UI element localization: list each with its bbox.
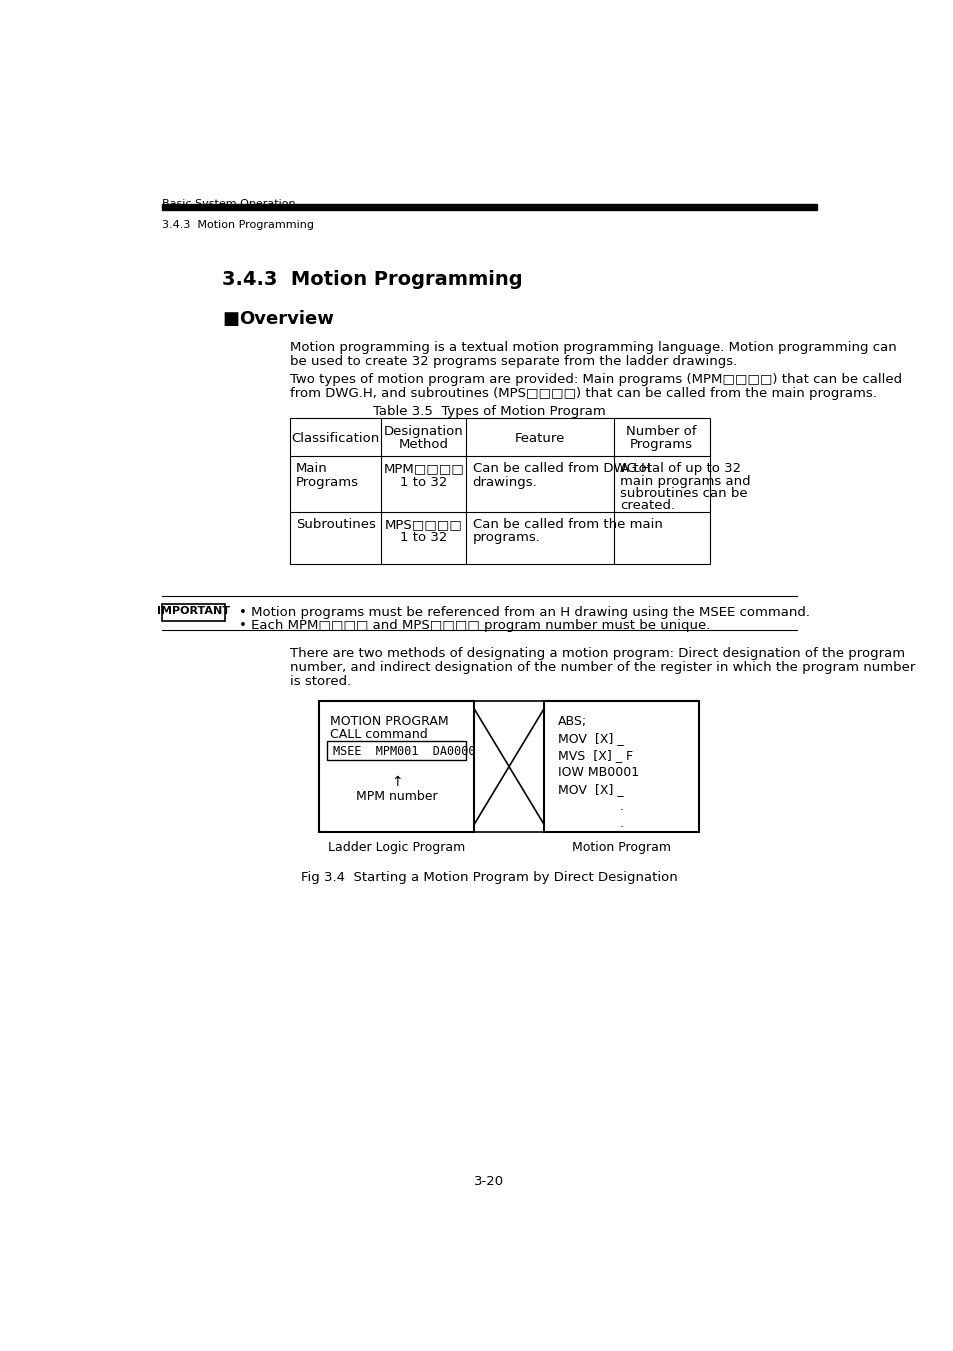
Text: MOV  [X] _: MOV [X] _ [558, 732, 623, 744]
Bar [327, 742, 466, 759]
Text: 1 to 32: 1 to 32 [399, 531, 447, 544]
Bar [290, 417, 709, 565]
Text: Designation: Designation [383, 426, 463, 439]
Text: 1 to 32: 1 to 32 [399, 476, 447, 489]
Text: MPM□□□□: MPM□□□□ [383, 462, 464, 476]
Text: be used to create 32 programs separate from the ladder drawings.: be used to create 32 programs separate f… [290, 354, 737, 367]
Text: There are two methods of designating a motion program: Direct designation of the: There are two methods of designating a m… [290, 647, 904, 661]
Text: Programs: Programs [630, 438, 693, 451]
Bar [162, 604, 225, 621]
Text: Number of: Number of [626, 426, 697, 439]
Text: 3-20: 3-20 [474, 1175, 503, 1189]
Text: created.: created. [619, 500, 675, 512]
Text: Fig 3.4  Starting a Motion Program by Direct Designation: Fig 3.4 Starting a Motion Program by Dir… [300, 870, 677, 884]
Text: • Each MPM□□□□ and MPS□□□□ program number must be unique.: • Each MPM□□□□ and MPS□□□□ program numbe… [239, 620, 710, 632]
Text: programs.: programs. [472, 531, 540, 544]
Text: Feature: Feature [515, 432, 565, 446]
Text: Motion programming is a textual motion programming language. Motion programming : Motion programming is a textual motion p… [290, 340, 896, 354]
Text: Programs: Programs [295, 476, 358, 489]
Text: MOTION PROGRAM: MOTION PROGRAM [330, 715, 448, 728]
Text: is stored.: is stored. [290, 676, 351, 688]
Bar [543, 701, 699, 832]
Text: CALL command: CALL command [330, 728, 427, 742]
Text: number, and indirect designation of the number of the register in which the prog: number, and indirect designation of the … [290, 661, 914, 674]
Text: MSEE  MPM001  DA0000: MSEE MPM001 DA0000 [333, 744, 476, 758]
Text: Table 3.5  Types of Motion Program: Table 3.5 Types of Motion Program [373, 405, 604, 419]
Text: Ladder Logic Program: Ladder Logic Program [328, 842, 465, 854]
Text: drawings.: drawings. [472, 476, 537, 489]
Bar [162, 204, 816, 209]
Text: MOV  [X] _: MOV [X] _ [558, 782, 623, 796]
Text: from DWG.H, and subroutines (MPS□□□□) that can be called from the main programs.: from DWG.H, and subroutines (MPS□□□□) th… [290, 386, 876, 400]
Text: Basic System Operation: Basic System Operation [162, 199, 295, 209]
Text: Two types of motion program are provided: Main programs (MPM□□□□) that can be ca: Two types of motion program are provided… [290, 373, 901, 386]
Text: IOW MB0001: IOW MB0001 [558, 766, 639, 778]
Text: Motion Program: Motion Program [572, 842, 670, 854]
Text: .: . [618, 800, 623, 813]
Text: .: . [618, 816, 623, 830]
Text: MPM number: MPM number [355, 790, 437, 804]
Text: subroutines can be: subroutines can be [619, 488, 747, 500]
Text: Can be called from DWG.H: Can be called from DWG.H [472, 462, 650, 476]
Text: 3.4.3  Motion Programming: 3.4.3 Motion Programming [222, 270, 522, 289]
Text: main programs and: main programs and [619, 474, 750, 488]
Text: MPS□□□□: MPS□□□□ [385, 517, 462, 531]
Text: Method: Method [398, 438, 448, 451]
Text: ↑: ↑ [391, 775, 402, 789]
Text: ■: ■ [222, 309, 239, 328]
Text: Main: Main [295, 462, 328, 476]
Text: IMPORTANT: IMPORTANT [157, 607, 230, 616]
Text: MVS  [X] _ F: MVS [X] _ F [558, 748, 633, 762]
Text: A total of up to 32: A total of up to 32 [619, 462, 740, 476]
Text: 3.4.3  Motion Programming: 3.4.3 Motion Programming [162, 220, 314, 230]
Text: • Motion programs must be referenced from an H drawing using the MSEE command.: • Motion programs must be referenced fro… [239, 605, 809, 619]
Text: ABS;: ABS; [558, 715, 586, 728]
Text: Classification: Classification [291, 432, 379, 446]
Text: Subroutines: Subroutines [295, 517, 375, 531]
Text: Overview: Overview [239, 309, 334, 328]
Text: Can be called from the main: Can be called from the main [472, 517, 661, 531]
Bar [319, 701, 474, 832]
